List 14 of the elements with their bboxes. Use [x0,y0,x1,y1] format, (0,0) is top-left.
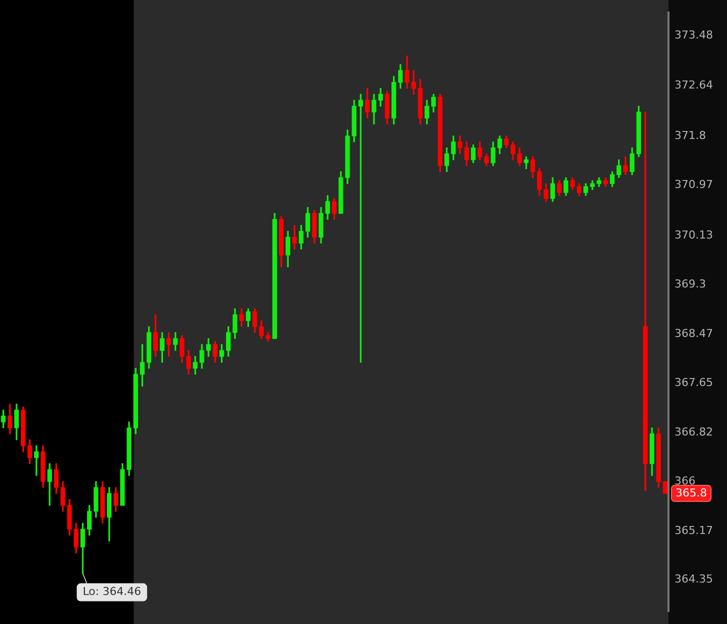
y-tick-label: 373.48 [674,28,714,42]
text: 365.8 [676,486,708,500]
y-tick-label: 372.64 [674,78,714,92]
y-tick-label: 370.97 [674,178,714,192]
y-tick-label: 365.17 [674,524,714,537]
y-tick-label: 370.13 [674,228,714,242]
y-tick-label: 366.82 [674,426,714,439]
y-tick-label: 369.3 [674,278,706,291]
y-tick-label: 368.47 [674,327,714,340]
y-tick-label: 367.65 [674,376,714,390]
annotation: Lo: 364.46 [82,585,142,598]
y-tick-label: 364.35 [674,572,714,586]
y-tick-label: 366 [674,474,696,488]
y-tick-label: 371.8 [674,128,706,142]
